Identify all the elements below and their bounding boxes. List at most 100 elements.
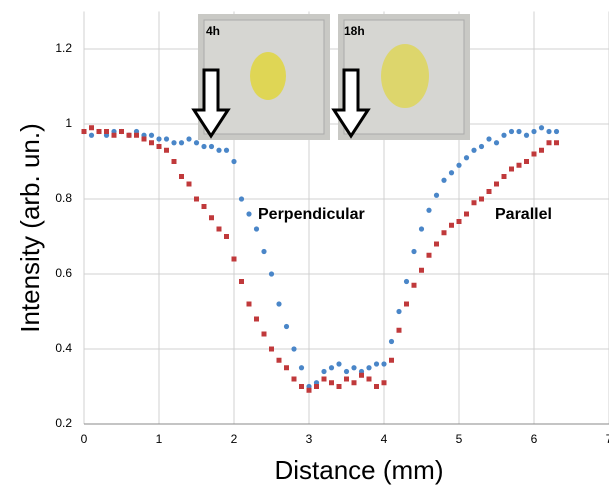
point (546, 140, 552, 146)
point (179, 174, 184, 179)
point (291, 346, 297, 352)
point (171, 159, 177, 164)
point (299, 384, 304, 389)
point (276, 357, 282, 363)
point (336, 384, 342, 389)
point (246, 211, 252, 217)
point (314, 384, 319, 389)
point (216, 147, 222, 153)
point (186, 181, 192, 187)
point (254, 316, 259, 322)
series-label: Parallel (495, 206, 552, 223)
point (156, 144, 162, 149)
point (148, 132, 155, 138)
point (366, 376, 372, 382)
point (276, 301, 282, 307)
point (516, 162, 522, 168)
point (329, 380, 334, 386)
point (238, 196, 245, 202)
point (351, 380, 357, 386)
point (283, 323, 290, 330)
point (501, 132, 507, 138)
point (261, 331, 267, 337)
point (539, 147, 544, 153)
point (508, 128, 515, 135)
point (111, 132, 117, 138)
x-tick-label: 6 (531, 432, 538, 446)
point (486, 136, 492, 142)
point (344, 376, 349, 382)
spot (250, 52, 286, 100)
x-tick-label: 3 (306, 432, 313, 446)
y-tick-label: 0.6 (55, 266, 72, 280)
point (553, 128, 560, 135)
point (171, 140, 177, 146)
point (434, 241, 439, 247)
point (419, 267, 424, 273)
point (298, 365, 305, 371)
y-tick-label: 1.2 (55, 41, 72, 55)
point (223, 147, 230, 153)
point (381, 380, 387, 386)
y-tick-label: 0.2 (55, 416, 72, 430)
point (321, 368, 327, 375)
point (194, 196, 199, 202)
point (433, 192, 440, 198)
point (193, 140, 200, 146)
point (478, 143, 485, 150)
point (268, 271, 275, 277)
point (224, 234, 229, 239)
point (501, 174, 507, 179)
x-tick-label: 0 (81, 432, 88, 446)
point (336, 361, 342, 367)
point (178, 140, 185, 146)
point (209, 215, 214, 221)
point (404, 301, 409, 307)
point (306, 387, 312, 393)
x-tick-label: 5 (456, 432, 463, 446)
arrow (331, 68, 371, 139)
point (418, 226, 425, 232)
point (89, 125, 94, 131)
point (373, 361, 380, 367)
point (554, 140, 559, 146)
point (96, 129, 102, 134)
point (141, 136, 147, 142)
point (381, 361, 387, 367)
point (261, 248, 267, 255)
point (134, 132, 139, 138)
point (411, 282, 417, 288)
inset-18h: 18h (331, 14, 470, 140)
point (216, 226, 222, 232)
y-tick-label: 1 (65, 116, 72, 130)
point (366, 365, 372, 371)
point (516, 128, 522, 135)
point (524, 159, 529, 164)
point (493, 140, 500, 146)
point (486, 189, 492, 194)
point (88, 132, 95, 138)
point (426, 207, 432, 213)
point (321, 376, 327, 382)
point (231, 158, 237, 165)
point (253, 226, 260, 232)
point (448, 170, 455, 176)
point (246, 301, 252, 307)
point (231, 256, 237, 262)
point (463, 155, 470, 161)
point (201, 143, 207, 150)
point (523, 132, 530, 138)
point (374, 384, 379, 389)
point (388, 338, 395, 345)
point (81, 129, 87, 134)
point (426, 252, 432, 258)
point (441, 230, 447, 236)
plot-area: 0.2 0.4 0.6 0.8 1 1.2 0 1 2 3 4 5 6 7 Perpendicular Par… (55, 11, 609, 446)
point (239, 279, 244, 284)
x-tick-label: 1 (156, 432, 163, 446)
point (104, 129, 109, 134)
x-tick-label: 7 (606, 432, 609, 446)
x-axis-title: Distance (mm) (274, 455, 443, 485)
point (208, 143, 215, 150)
